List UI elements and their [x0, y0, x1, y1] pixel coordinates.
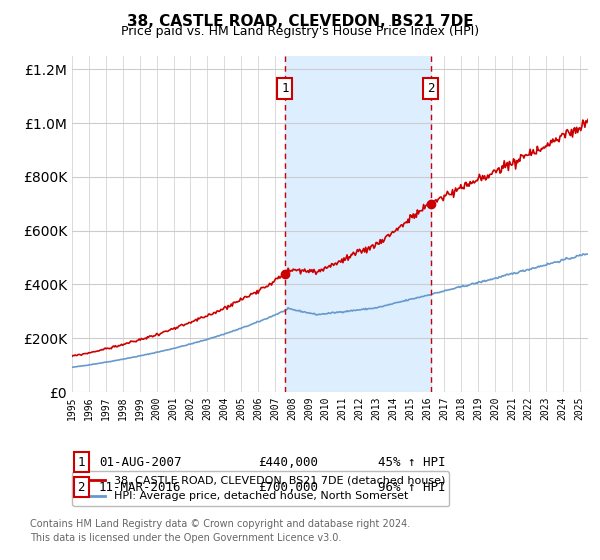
- Text: 1: 1: [281, 82, 289, 95]
- Text: £440,000: £440,000: [258, 455, 318, 469]
- Text: Price paid vs. HM Land Registry's House Price Index (HPI): Price paid vs. HM Land Registry's House …: [121, 25, 479, 38]
- Text: 96% ↑ HPI: 96% ↑ HPI: [378, 480, 445, 494]
- Bar: [285, 56, 431, 392]
- Text: 1: 1: [77, 455, 85, 469]
- Legend: 38, CASTLE ROAD, CLEVEDON, BS21 7DE (detached house), HPI: Average price, detach: 38, CASTLE ROAD, CLEVEDON, BS21 7DE (det…: [73, 472, 449, 506]
- Text: £700,000: £700,000: [258, 480, 318, 494]
- Text: 2: 2: [77, 480, 85, 494]
- Text: 11-MAR-2016: 11-MAR-2016: [99, 480, 182, 494]
- Text: 2: 2: [427, 82, 434, 95]
- Text: 01-AUG-2007: 01-AUG-2007: [99, 455, 182, 469]
- Text: 38, CASTLE ROAD, CLEVEDON, BS21 7DE: 38, CASTLE ROAD, CLEVEDON, BS21 7DE: [127, 14, 473, 29]
- Text: This data is licensed under the Open Government Licence v3.0.: This data is licensed under the Open Gov…: [30, 533, 341, 543]
- Text: Contains HM Land Registry data © Crown copyright and database right 2024.: Contains HM Land Registry data © Crown c…: [30, 519, 410, 529]
- Text: 45% ↑ HPI: 45% ↑ HPI: [378, 455, 445, 469]
